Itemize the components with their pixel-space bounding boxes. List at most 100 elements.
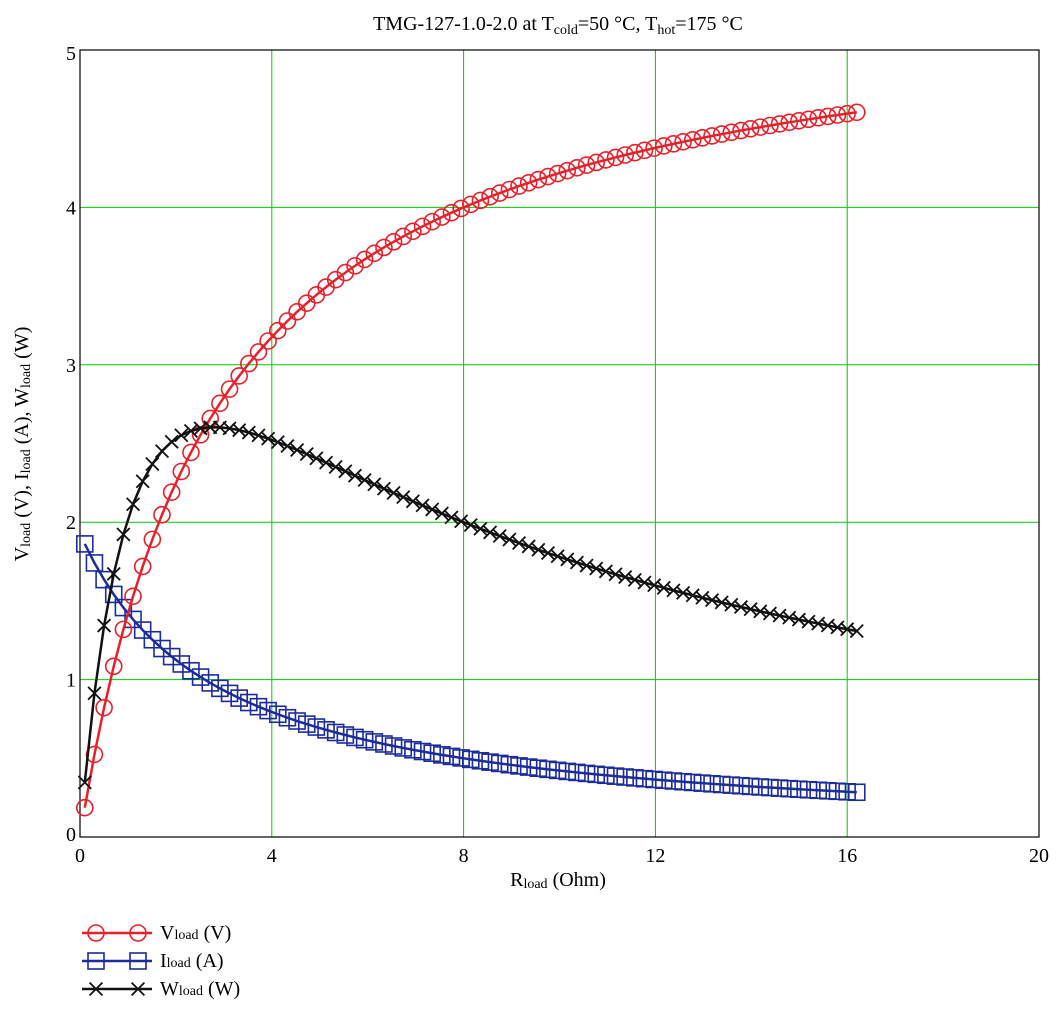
data-point-i — [780, 779, 799, 798]
data-point-v — [799, 110, 818, 129]
y-tick-label: 3 — [66, 355, 76, 377]
data-point-v — [230, 367, 248, 385]
data-point-i — [413, 742, 432, 761]
data-point-w — [666, 583, 681, 598]
x-tick-label: 8 — [459, 845, 469, 867]
data-point-v — [355, 250, 374, 269]
data-point-w — [637, 575, 652, 590]
data-point-v — [703, 127, 721, 145]
x-tick-label: 0 — [75, 845, 85, 867]
data-point-v — [249, 343, 268, 361]
data-point-w — [87, 686, 102, 701]
data-point-v — [828, 106, 847, 124]
data-point-i — [172, 655, 191, 673]
series-line-i — [83, 543, 857, 794]
data-point-v — [375, 238, 393, 257]
data-point-i — [278, 708, 297, 727]
data-point-i — [288, 712, 306, 730]
y-tick-label: 4 — [66, 197, 76, 219]
data-point-i — [201, 674, 220, 692]
data-point-i — [143, 630, 162, 649]
data-point-v — [461, 195, 480, 214]
series-line-v — [83, 111, 857, 808]
data-point-i — [365, 733, 384, 751]
data-point-i — [471, 751, 490, 770]
data-point-w — [492, 528, 507, 544]
data-point-w — [405, 494, 420, 509]
data-point-i — [838, 782, 856, 801]
legend-marker — [88, 981, 104, 997]
data-point-i — [809, 781, 827, 800]
data-point-w — [261, 431, 276, 446]
data-point-i — [490, 754, 509, 773]
data-point-v — [384, 233, 403, 251]
data-point-w — [309, 451, 324, 466]
data-point-w — [676, 585, 691, 600]
data-point-w — [540, 545, 556, 561]
data-point-v — [809, 109, 827, 127]
data-point-i — [539, 760, 557, 779]
data-point-w — [338, 464, 353, 479]
data-point-i — [220, 684, 239, 703]
data-point-v — [693, 129, 712, 147]
data-point-v — [268, 321, 287, 340]
data-point-i — [635, 769, 654, 788]
data-point-i — [683, 773, 702, 792]
data-point-w — [627, 572, 642, 587]
data-point-v — [722, 123, 741, 142]
y-axis-label: Vload (V), Iload (A), Wload (W) — [11, 327, 34, 562]
y-tick-label: 2 — [66, 512, 76, 534]
legend-label: Iload (A) — [160, 950, 224, 972]
data-point-w — [463, 517, 478, 533]
data-point-i — [616, 768, 634, 786]
legend-marker — [87, 952, 105, 970]
data-point-w — [280, 438, 295, 454]
plot-frame — [79, 49, 1040, 838]
data-point-v — [404, 222, 422, 241]
data-point-w — [647, 578, 662, 593]
data-point-i — [433, 746, 451, 764]
data-point-i — [191, 668, 210, 686]
data-point-i — [336, 726, 355, 744]
data-point-v — [85, 745, 104, 764]
x-tick-labels: 0 4 8 12 16 20 — [75, 845, 1049, 867]
data-point-i — [211, 679, 229, 698]
data-point-w — [454, 514, 469, 529]
data-point-i — [847, 783, 866, 802]
data-point-w — [386, 485, 401, 500]
data-point-w — [270, 435, 285, 450]
data-point-v — [114, 620, 133, 639]
data-point-i — [481, 753, 499, 771]
data-point-v — [761, 116, 779, 135]
data-point-v — [259, 332, 277, 350]
data-point-v — [500, 180, 519, 199]
data-point-v — [162, 483, 181, 501]
data-point-w — [550, 549, 565, 564]
data-point-v — [683, 131, 702, 149]
data-point-v — [394, 227, 413, 246]
data-point-i — [741, 777, 760, 796]
data-point-w — [618, 570, 633, 585]
data-point-i — [259, 701, 277, 720]
data-point-i — [85, 554, 104, 572]
data-point-i — [799, 780, 818, 799]
data-point-v — [519, 173, 538, 192]
x-tick-label: 4 — [267, 845, 277, 867]
data-point-i — [606, 767, 625, 785]
data-point-v — [191, 426, 210, 444]
legend-label: Vload (V) — [160, 922, 231, 944]
data-point-i — [297, 715, 316, 733]
data-point-w — [319, 455, 334, 470]
data-point-i — [654, 771, 673, 790]
data-point-v — [674, 133, 692, 151]
data-point-i — [751, 778, 770, 796]
data-point-v — [365, 244, 384, 263]
data-point-w — [849, 623, 864, 639]
data-point-v — [124, 587, 142, 606]
data-point-w — [512, 535, 527, 551]
data-point-w — [521, 539, 536, 554]
data-point-i — [703, 775, 721, 793]
data-point-v — [442, 203, 461, 222]
data-point-w — [376, 481, 391, 496]
